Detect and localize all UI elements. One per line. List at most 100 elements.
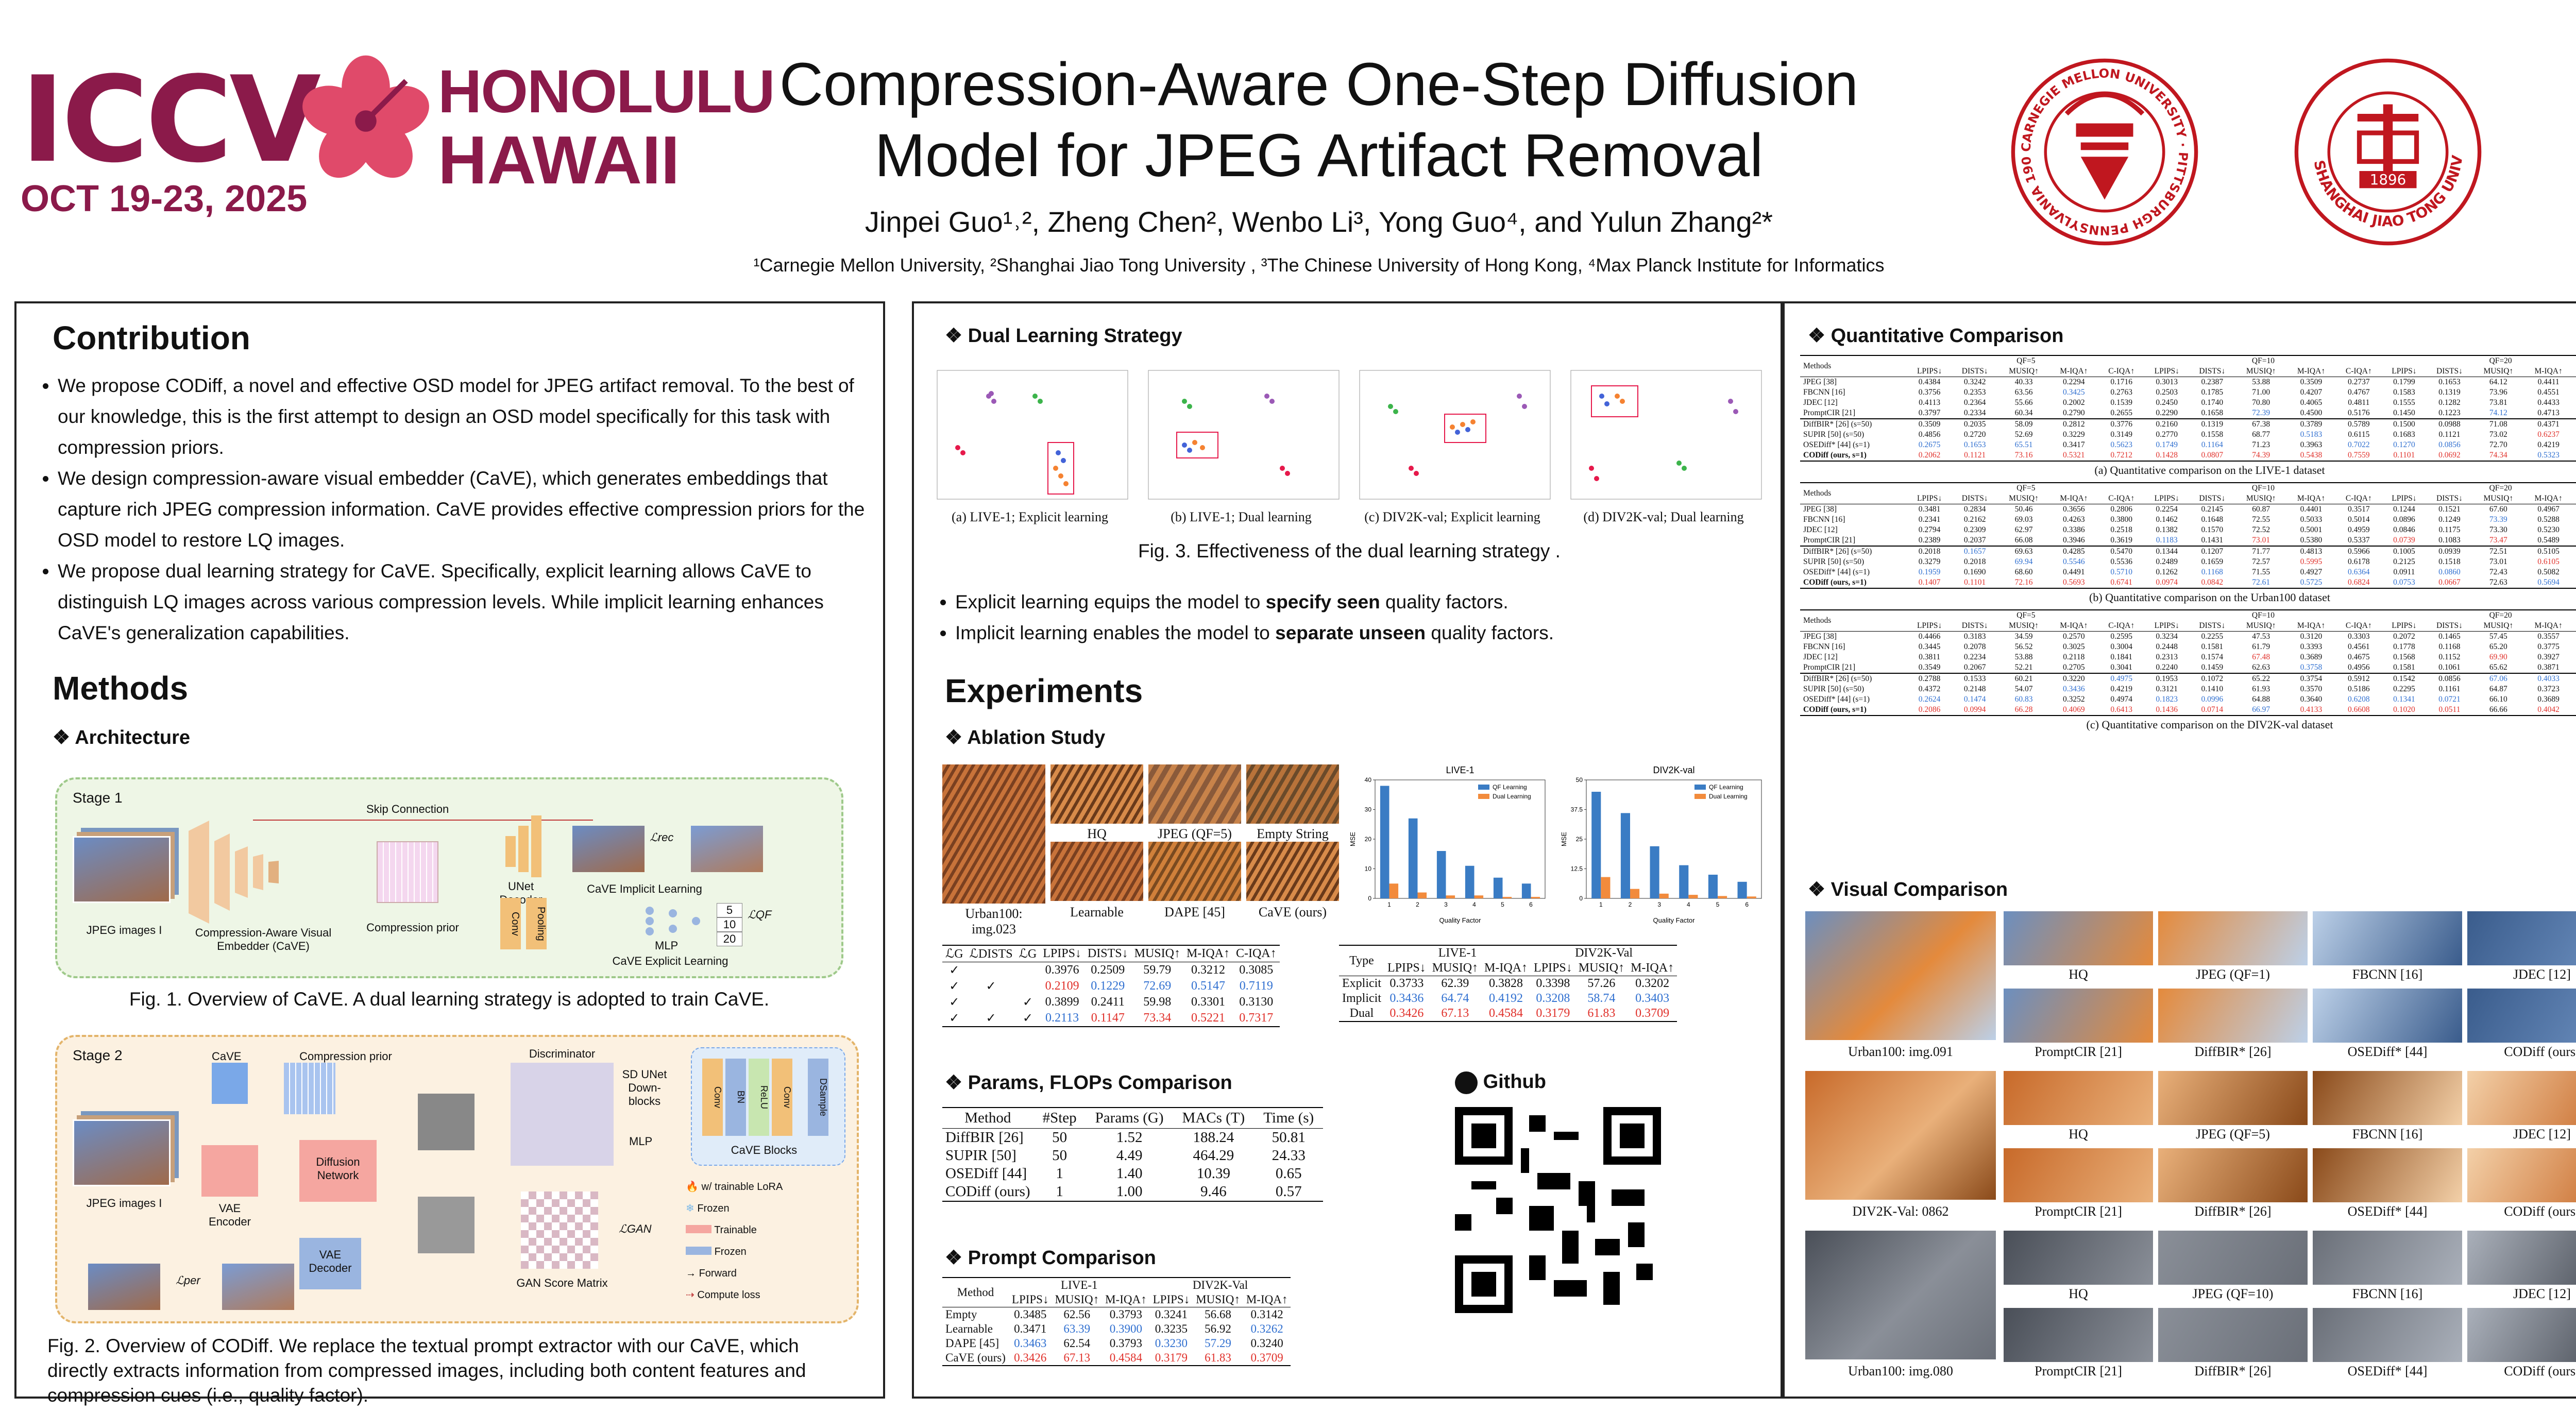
value-cell: 0.0911: [2393, 568, 2415, 576]
crop-label: OSEDiff* [44]: [2347, 1204, 2428, 1219]
value-cell: 0.3570: [2300, 685, 2323, 693]
method-cell: PromptCIR [21]: [1803, 663, 1856, 672]
value-cell: 0.1583: [2393, 388, 2415, 397]
value-cell: 0.5369: [2573, 525, 2576, 535]
metric-header: LPIPS↓: [2154, 367, 2179, 376]
th-cell: ℒDISTS: [969, 947, 1013, 961]
value-cell: 0.2806: [2110, 505, 2132, 514]
value-cell: 67.38: [2252, 420, 2270, 429]
value-cell: 0.3004: [2110, 642, 2132, 651]
value-cell: 0.1072: [2201, 674, 2224, 683]
chart-title: LIVE-1: [1446, 765, 1474, 775]
y-axis-label: MSE: [1560, 832, 1568, 847]
value-cell: 0.6237: [2537, 430, 2560, 439]
value-cell: 0.5662: [2573, 535, 2576, 546]
skip-connection-line: [253, 820, 593, 821]
value-cell: 0.5014: [2348, 515, 2370, 524]
crop-image: [2004, 1148, 2153, 1202]
metric-header: C-IQA↑: [2108, 367, 2135, 376]
value-cell: 0.2624: [1918, 695, 1941, 704]
methods-title: Methods: [53, 670, 189, 707]
value-cell: 0.5343: [2573, 504, 2576, 515]
crop-image: [2467, 1308, 2576, 1362]
value-cell: 0.5319: [2573, 652, 2576, 662]
value-cell: 0.0721: [2438, 695, 2461, 704]
contribution-item: We propose CODiff, a novel and effective…: [58, 370, 867, 463]
method-cell: OSEDiff* [44] (s=1): [1803, 440, 1870, 449]
value-cell: 0.1183: [2156, 536, 2178, 544]
value-cell: 0.4956: [2348, 663, 2370, 672]
github-qr-code[interactable]: [1455, 1107, 1661, 1313]
y-tick-label: 10: [1365, 865, 1372, 873]
legend-item: Trainable: [686, 1219, 783, 1241]
metric-header: LPIPS↓: [2392, 367, 2417, 376]
crop-image: [2313, 989, 2462, 1043]
value-cell: 54.07: [2014, 685, 2033, 693]
table-row: DiffBIR* [26] (s=50) 0.3509 0.2035 58.09 0.2…: [1800, 419, 2576, 430]
x-axis-label: Quality Factor: [1653, 916, 1696, 924]
quantitative-table: Methods QF=5 QF=10 QF=20 LPIPS↓ DISTS↓ MUSIQ↑ M…: [1800, 482, 2576, 589]
value-cell: 0.6355: [2573, 673, 2576, 684]
bar-1: [1474, 895, 1484, 898]
qf-group-header: QF=20: [2489, 356, 2512, 365]
metric-header: C-IQA↑: [2345, 621, 2372, 630]
title-line-1: Compression-Aware One-Step Diffusion: [779, 50, 1859, 118]
value-cell: 0.2086: [1918, 705, 1941, 714]
conv-block: Conv: [500, 898, 521, 949]
qf-group-header: QF=5: [2016, 484, 2036, 492]
dual-learning-item: Explicit learning equips the model to sp…: [955, 587, 1780, 618]
value-cell: 0.4065: [2300, 398, 2323, 407]
crop-image: [2467, 1231, 2576, 1285]
value-cell: 0.4551: [2537, 388, 2560, 397]
value-cell: 73.47: [2489, 536, 2507, 544]
main-image-label: DIV2K-Val: 0862: [1852, 1204, 1949, 1219]
bar-0: [1737, 881, 1747, 898]
value-cell: 0.2518: [2110, 525, 2132, 534]
value-cell: 0.7212: [2110, 451, 2132, 459]
value-cell: 0.2353: [1963, 388, 1986, 397]
value-cell: 0.3619: [2110, 536, 2132, 544]
y-tick-label: 12.5: [1571, 865, 1583, 873]
value-cell: 72.39: [2252, 408, 2270, 417]
value-cell: 0.3436: [2063, 685, 2085, 693]
value-cell: 0.2763: [2110, 388, 2132, 397]
value-cell: 0.6814: [2573, 419, 2576, 430]
iccv-logo-text: ICCV: [21, 52, 321, 189]
bar-0: [1591, 792, 1601, 898]
value-cell: 50.46: [2014, 505, 2033, 514]
metric-header: DISTS↓: [1961, 621, 1988, 630]
tsne-subcaption: (c) DIV2K-val; Explicit learning: [1364, 509, 1540, 524]
iccv-logo: ICCV HONOLULU HAWAII OCT 19-23, 2025: [21, 52, 775, 237]
value-cell: 0.4975: [2110, 674, 2132, 683]
value-cell: 0.4856: [1918, 430, 1941, 439]
quantitative-table-block: Methods QF=5 QF=10 QF=20 LPIPS↓ DISTS↓ MUSIQ↑ M…: [1800, 482, 2576, 604]
legend-label: QF Learning: [1709, 784, 1743, 791]
value-cell: 72.52: [2252, 525, 2270, 534]
value-cell: 0.1341: [2393, 695, 2415, 704]
table-row: CODiff (ours, s=1) 0.2086 0.0994 66.28 0.406…: [1800, 705, 2576, 716]
x-tick-label: 4: [1472, 901, 1476, 908]
legend-swatch: [1694, 794, 1706, 799]
x-tick-label: 5: [1716, 901, 1720, 908]
qf-group-header: QF=10: [2251, 611, 2275, 620]
value-cell: 0.5710: [2110, 568, 2132, 576]
value-cell: 53.88: [2252, 378, 2270, 386]
value-cell: 0.2002: [2063, 398, 2085, 407]
value-cell: 72.61: [2252, 578, 2270, 587]
value-cell: 0.0939: [2438, 547, 2461, 556]
main-image-label: Urban100: img.091: [1848, 1044, 1953, 1059]
value-cell: 0.5542: [2573, 377, 2576, 388]
value-cell: 0.4219: [2537, 440, 2560, 449]
value-cell: 0.1262: [2156, 568, 2178, 576]
value-cell: 0.4813: [2300, 547, 2323, 556]
crop-label: FBCNN [16]: [2352, 1127, 2423, 1142]
value-cell: 0.1164: [2201, 440, 2223, 449]
value-cell: 0.5694: [2537, 578, 2560, 587]
quantitative-table: Methods QF=5 QF=10 QF=20 LPIPS↓ DISTS↓ MUSIQ↑ M…: [1800, 609, 2576, 716]
value-cell: 62.97: [2014, 525, 2033, 534]
value-cell: 0.2037: [1963, 536, 1986, 544]
bar-1: [1601, 877, 1611, 898]
value-cell: 0.3549: [1918, 663, 1941, 672]
tsne-plot-d: [1570, 370, 1762, 500]
